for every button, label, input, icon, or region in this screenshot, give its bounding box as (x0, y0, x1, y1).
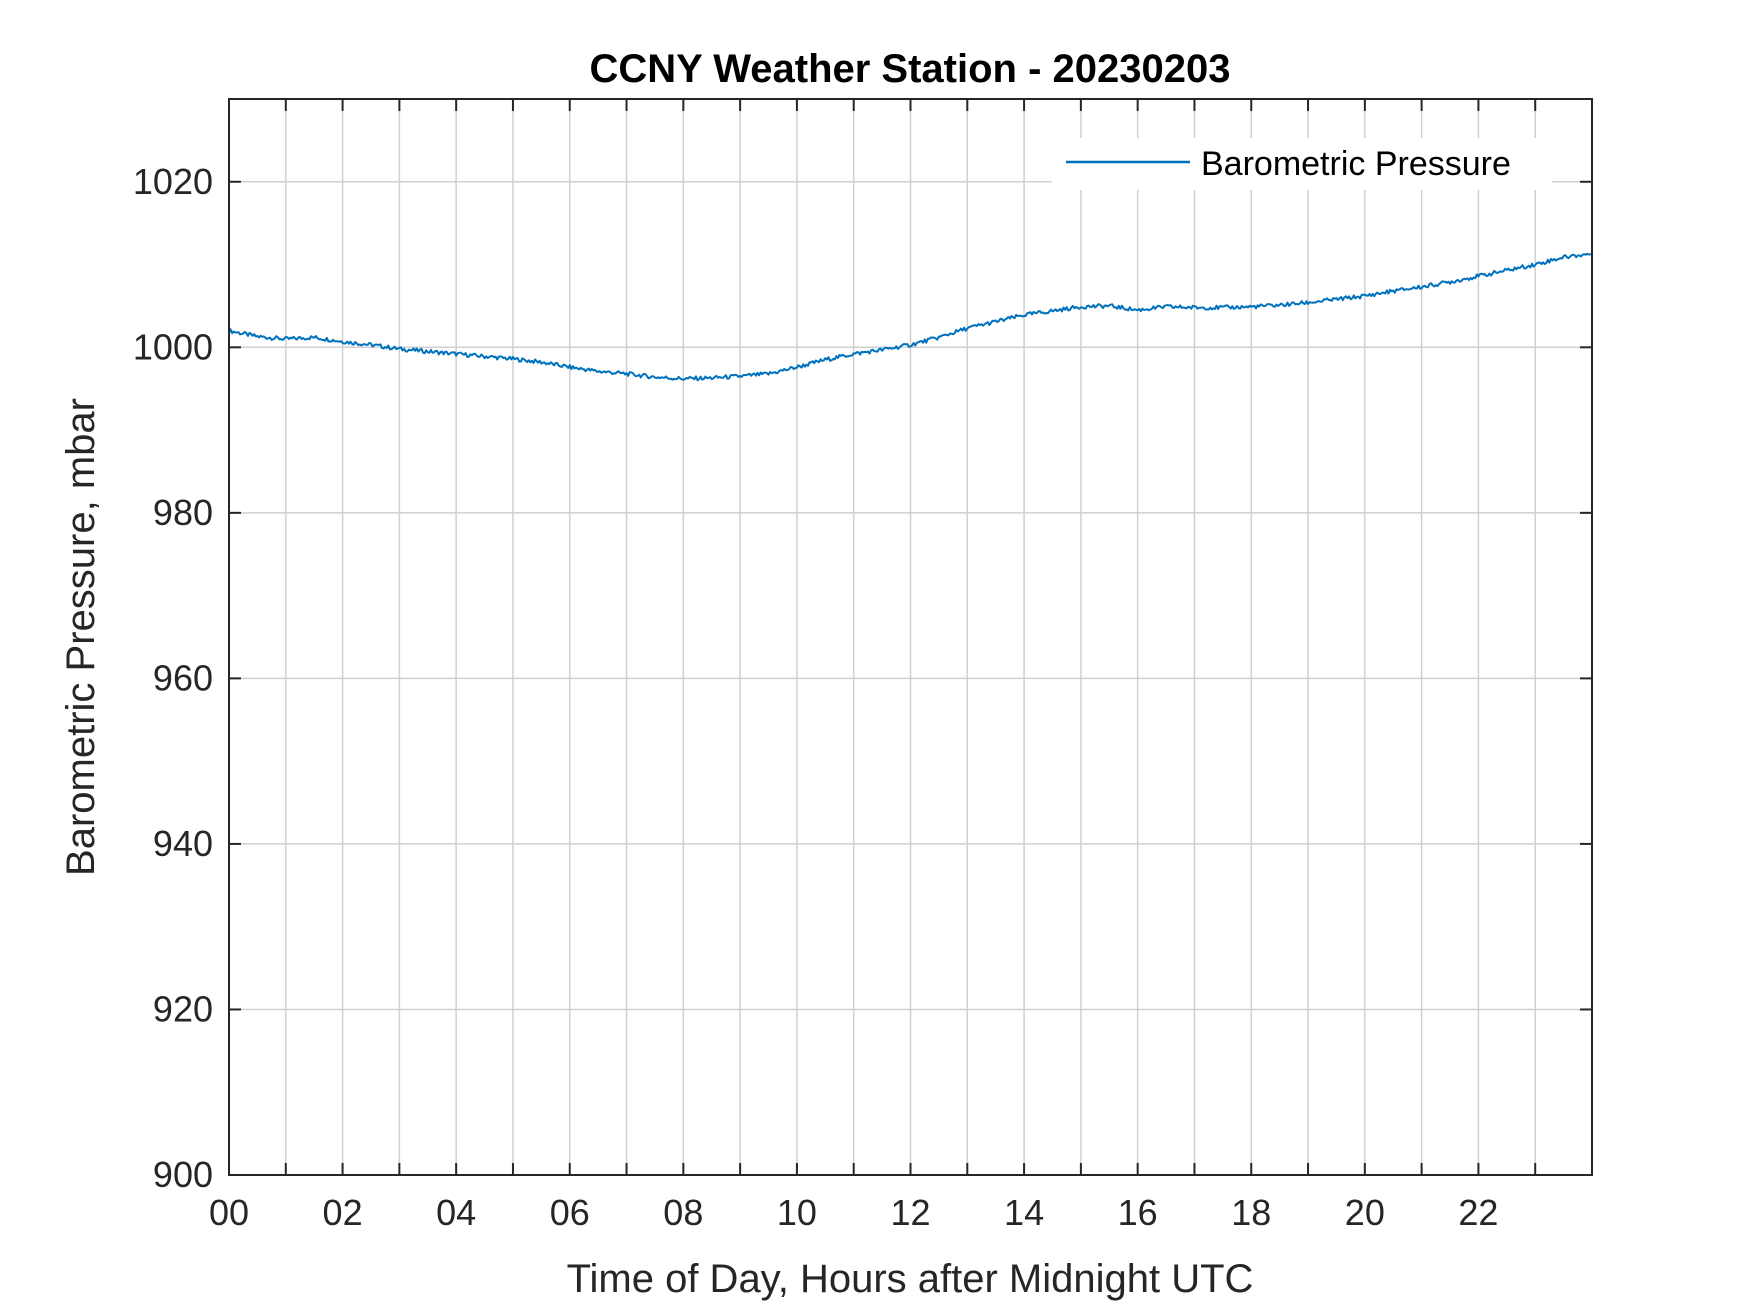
x-tick-label: 20 (1345, 1192, 1385, 1233)
plot-frame (228, 98, 1593, 1176)
y-tick-label: 960 (153, 657, 213, 698)
x-tick-label: 06 (550, 1192, 590, 1233)
legend: Barometric Pressure (1052, 138, 1552, 190)
y-tick-label: 980 (153, 492, 213, 533)
y-axis-label: Barometric Pressure, mbar (59, 398, 103, 876)
x-tick-label: 16 (1118, 1192, 1158, 1233)
x-tick-label: 08 (663, 1192, 703, 1233)
x-tick-label: 18 (1231, 1192, 1271, 1233)
y-tick-label: 920 (153, 988, 213, 1029)
y-tick-labels: 900 920 940 960 980 1000 1020 (133, 161, 213, 1195)
legend-label-barometric-pressure: Barometric Pressure (1201, 145, 1511, 183)
x-tick-label: 12 (890, 1192, 930, 1233)
y-tick-label: 1000 (133, 326, 213, 367)
y-tick-label: 900 (153, 1154, 213, 1195)
series-layer (228, 252, 1593, 382)
y-tick-label: 1020 (133, 161, 213, 202)
x-tick-label: 22 (1458, 1192, 1498, 1233)
x-tick-label: 00 (209, 1192, 249, 1233)
chart-title: CCNY Weather Station - 20230203 (590, 47, 1231, 91)
x-axis-label: Time of Day, Hours after Midnight UTC (567, 1257, 1254, 1301)
legend-box (1052, 138, 1552, 190)
x-tick-labels: 00 02 04 06 08 10 12 14 16 18 20 22 (209, 1192, 1498, 1233)
x-tick-label: 14 (1004, 1192, 1044, 1233)
x-tick-label: 10 (777, 1192, 817, 1233)
y-tick-label: 940 (153, 823, 213, 864)
series-line-barometric-pressure (228, 252, 1593, 382)
x-tick-label: 04 (436, 1192, 476, 1233)
x-tick-label: 02 (323, 1192, 363, 1233)
